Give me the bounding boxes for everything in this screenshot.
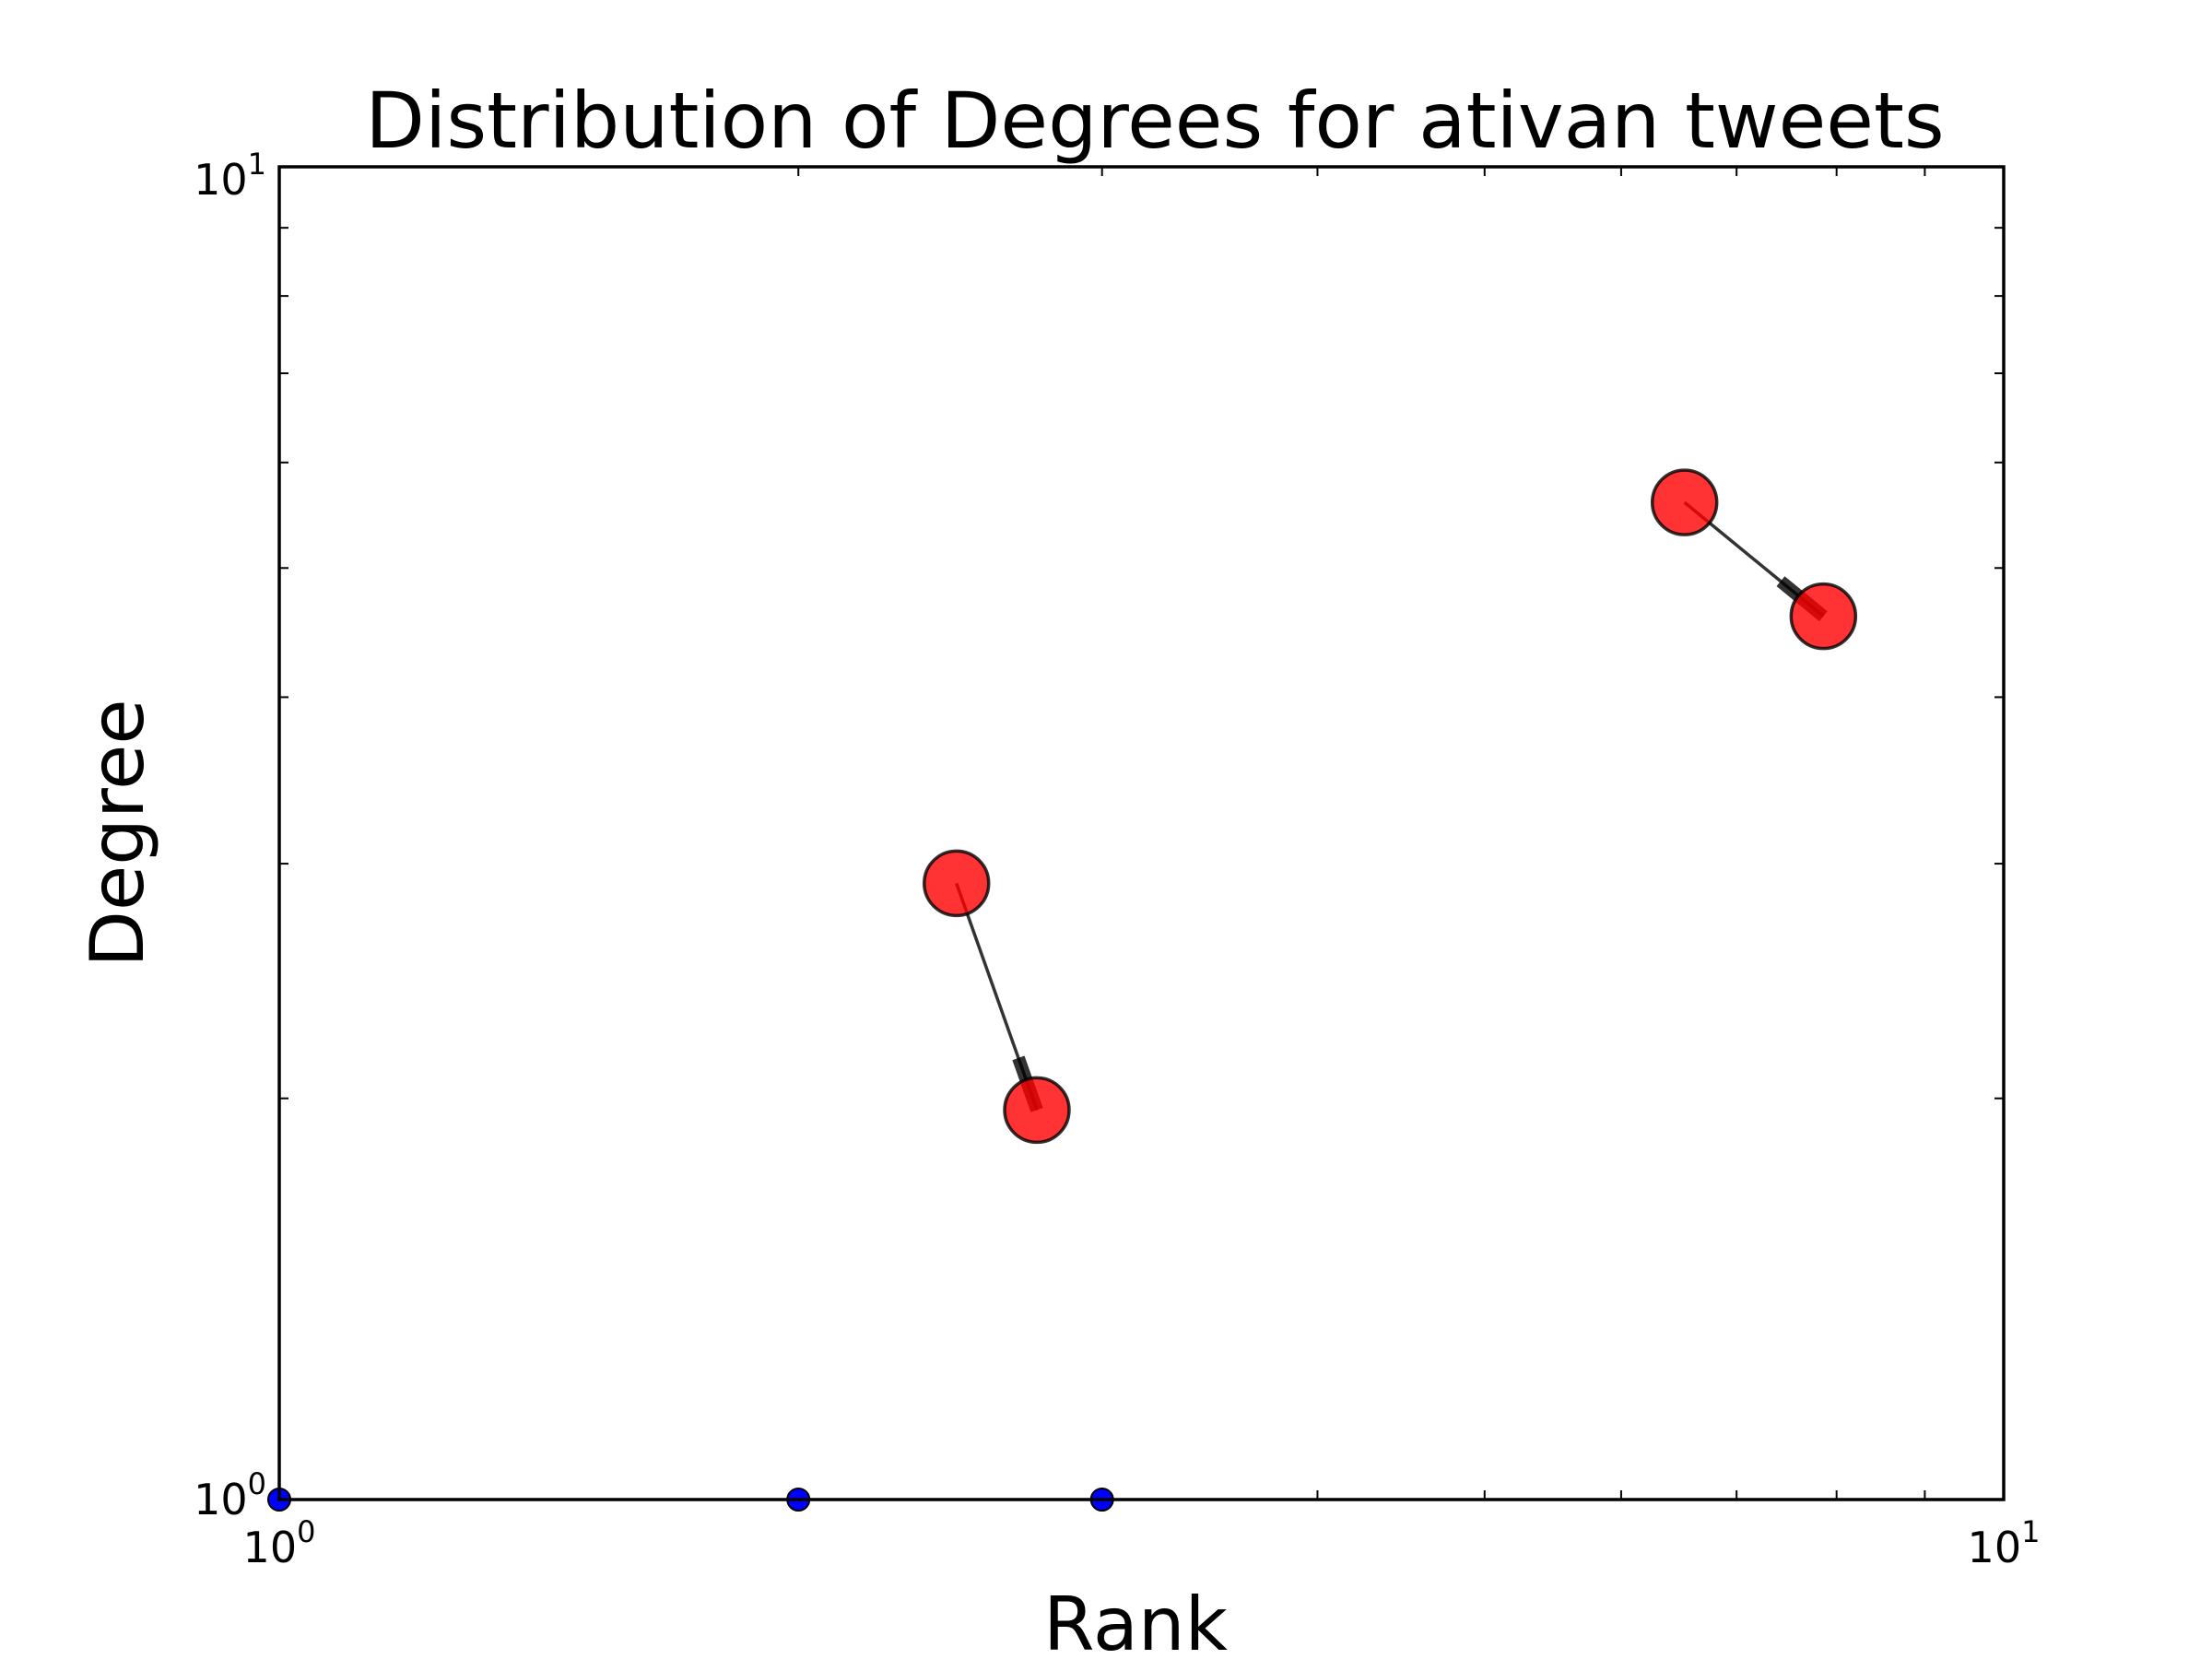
axis-ticks [279,167,2004,1500]
x-tick-label-1: 101 [1968,1514,2041,1572]
chart-title: Distribution of Degrees for ativan tweet… [365,76,1944,166]
edges [955,500,1828,1112]
y-tick-label-1: 101 [194,147,266,205]
x-axis-label: Rank [1043,1582,1229,1659]
node-1 [1003,1076,1071,1145]
y-tick-label-0: 100 [194,1466,266,1524]
node-3 [1789,582,1858,651]
x-tick-label-0: 100 [243,1514,316,1572]
node-0 [922,849,991,918]
nodes [922,468,1858,1145]
tick-labels: 100 101 100 101 [194,147,2040,1572]
plot-frame [277,165,2006,1501]
y-axis-label: Degree [75,699,160,967]
node-2 [1650,468,1719,536]
